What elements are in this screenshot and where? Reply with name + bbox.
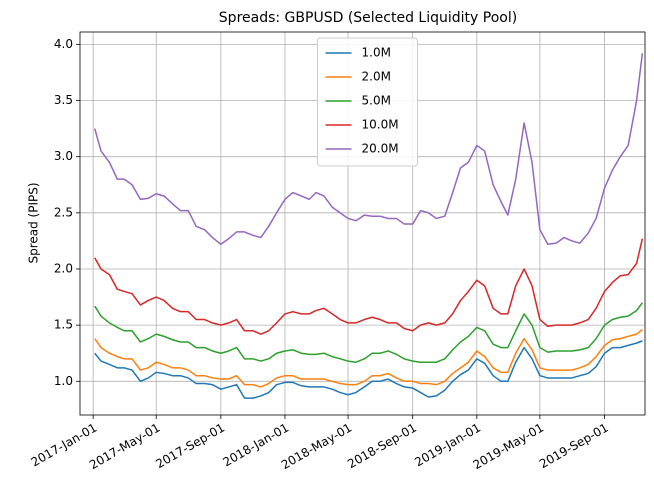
x-tick-label: 2017-Sep-01 — [153, 421, 227, 472]
x-tick-label: 2019-Sep-01 — [537, 421, 611, 472]
series-line — [93, 53, 644, 246]
x-tick-label: 2017-May-01 — [87, 421, 162, 473]
series-line — [94, 340, 643, 399]
y-tick-label: 4.0 — [54, 37, 73, 51]
legend: 1.0M 2.0M 5.0M 10.0M 20.0M — [317, 37, 418, 167]
y-tick-label: 2.0 — [54, 261, 73, 275]
chart-title: Spreads: GBPUSD (Selected Liquidity Pool… — [219, 10, 517, 26]
y-tick-label: 3.5 — [54, 93, 73, 107]
series-line — [94, 329, 643, 388]
series-line — [94, 238, 644, 335]
y-tick-label: 3.0 — [54, 149, 73, 163]
y-axis-label: Spread (PIPS) — [27, 182, 41, 263]
legend-box — [317, 37, 418, 167]
legend-label: 20.0M — [362, 142, 399, 156]
plot-frame — [79, 31, 646, 416]
y-tick-label: 1.0 — [54, 374, 73, 388]
x-tick-label: 2019-May-01 — [471, 421, 546, 473]
series-line — [94, 302, 643, 363]
legend-label: 5.0M — [362, 94, 391, 108]
x-tick-label: 2018-Sep-01 — [345, 421, 419, 472]
x-tick-label: 2018-May-01 — [279, 421, 354, 473]
legend-label: 1.0M — [362, 46, 391, 60]
legend-label: 2.0M — [362, 70, 391, 84]
y-tick-label: 2.5 — [54, 205, 73, 219]
y-tick-label: 1.5 — [54, 318, 73, 332]
legend-label: 10.0M — [362, 118, 399, 132]
